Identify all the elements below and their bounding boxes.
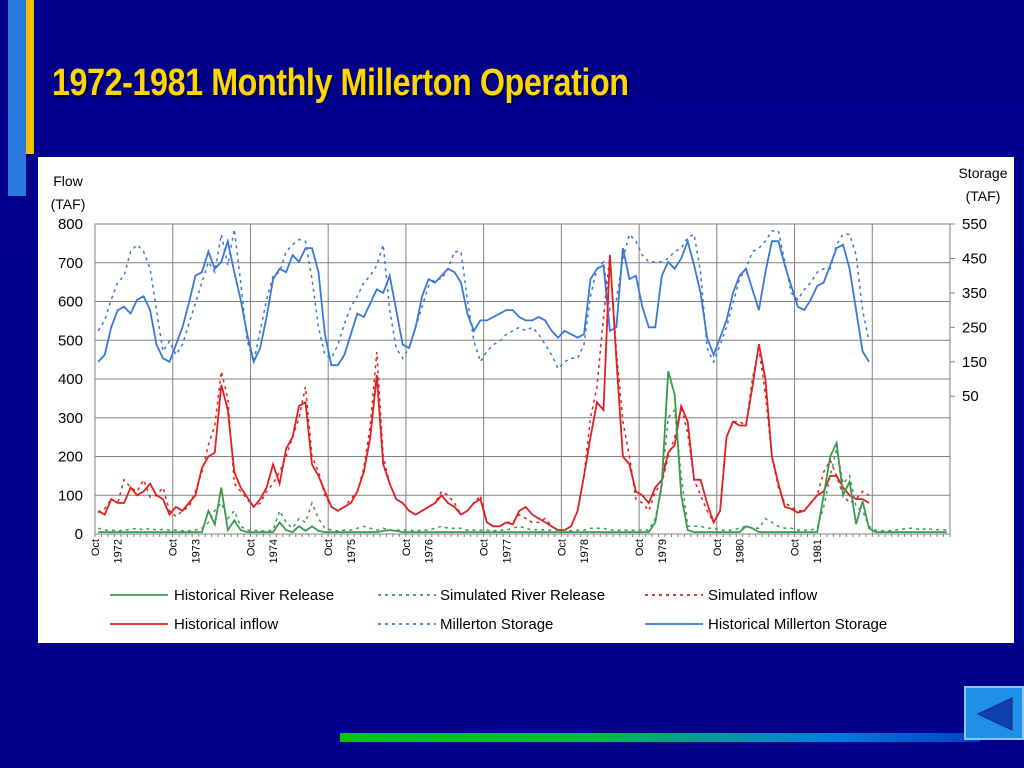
slide-title: 1972-1981 Monthly Millerton Operation <box>52 62 629 104</box>
x-tick-label: 1981 <box>812 539 824 563</box>
left-triangle-icon <box>976 697 1013 731</box>
left-tick-label: 400 <box>58 371 83 388</box>
x-tick-label: 1979 <box>657 539 669 563</box>
x-tick-label: Oct <box>168 539 180 556</box>
right-axis-title-line2: (TAF) <box>966 188 1001 204</box>
series-line-historical-millerton-storage <box>97 237 870 367</box>
x-tick-label: Oct <box>556 539 568 556</box>
accent-bar-blue <box>8 0 26 196</box>
series-line-simulated-river-release <box>97 408 947 532</box>
x-tick-label: Oct <box>90 539 102 556</box>
right-tick-label: 350 <box>962 285 987 302</box>
back-button[interactable] <box>964 686 1024 740</box>
left-tick-label: 300 <box>58 410 83 427</box>
accent-bar-yellow <box>26 0 34 154</box>
x-tick-label: Oct <box>790 539 802 556</box>
x-tick-label: Oct <box>245 539 257 556</box>
legend-label: Simulated River Release <box>440 587 605 604</box>
left-tick-label: 0 <box>75 526 83 543</box>
legend-label: Historical inflow <box>174 616 278 633</box>
x-tick-label: 1972 <box>113 539 125 563</box>
x-tick-label: Oct <box>323 539 335 556</box>
series-line-simulated-inflow <box>97 254 870 531</box>
x-tick-label: 1976 <box>424 539 436 563</box>
right-tick-label: 50 <box>962 388 979 405</box>
chart-panel: 0 100 200 300 400 500 600 700 800 50 150 250 350 450 5… <box>38 157 1014 643</box>
series-line-historical-river-release <box>98 371 947 534</box>
x-tick-label: Oct <box>479 539 491 556</box>
chart-svg: 0 100 200 300 400 500 600 700 800 50 150 250 350 450 5… <box>51 165 1008 633</box>
left-axis-title-line2: (TAF) <box>51 196 86 212</box>
legend-label: Millerton Storage <box>440 616 553 633</box>
right-tick-label: 450 <box>962 250 987 267</box>
x-tick-label: Oct <box>712 539 724 556</box>
x-tick-label: 1974 <box>268 539 280 563</box>
left-tick-label: 600 <box>58 294 83 311</box>
x-tick-label: 1977 <box>501 539 513 563</box>
series-line-historical-inflow <box>97 254 870 532</box>
left-tick-label: 500 <box>58 332 83 349</box>
x-tick-label: 1975 <box>346 539 358 563</box>
legend-label: Historical Millerton Storage <box>708 616 887 633</box>
left-tick-label: 100 <box>58 487 83 504</box>
x-tick-label: Oct <box>401 539 413 556</box>
left-tick-label: 200 <box>58 449 83 466</box>
left-axis-title-line1: Flow <box>53 173 83 189</box>
legend-label: Historical River Release <box>174 587 334 604</box>
x-tick-label: 1973 <box>190 539 202 563</box>
legend-label: Simulated inflow <box>708 587 817 604</box>
x-tick-label: 1980 <box>734 539 746 563</box>
x-tick-label: 1978 <box>579 539 591 563</box>
right-axis-title-line1: Storage <box>958 165 1007 181</box>
right-tick-label: 250 <box>962 319 987 336</box>
left-tick-label: 800 <box>58 216 83 233</box>
x-tick-label: Oct <box>634 539 646 556</box>
right-tick-label: 550 <box>962 216 987 233</box>
right-tick-label: 150 <box>962 354 987 371</box>
footer-gradient-line <box>340 733 980 742</box>
left-tick-label: 700 <box>58 255 83 272</box>
